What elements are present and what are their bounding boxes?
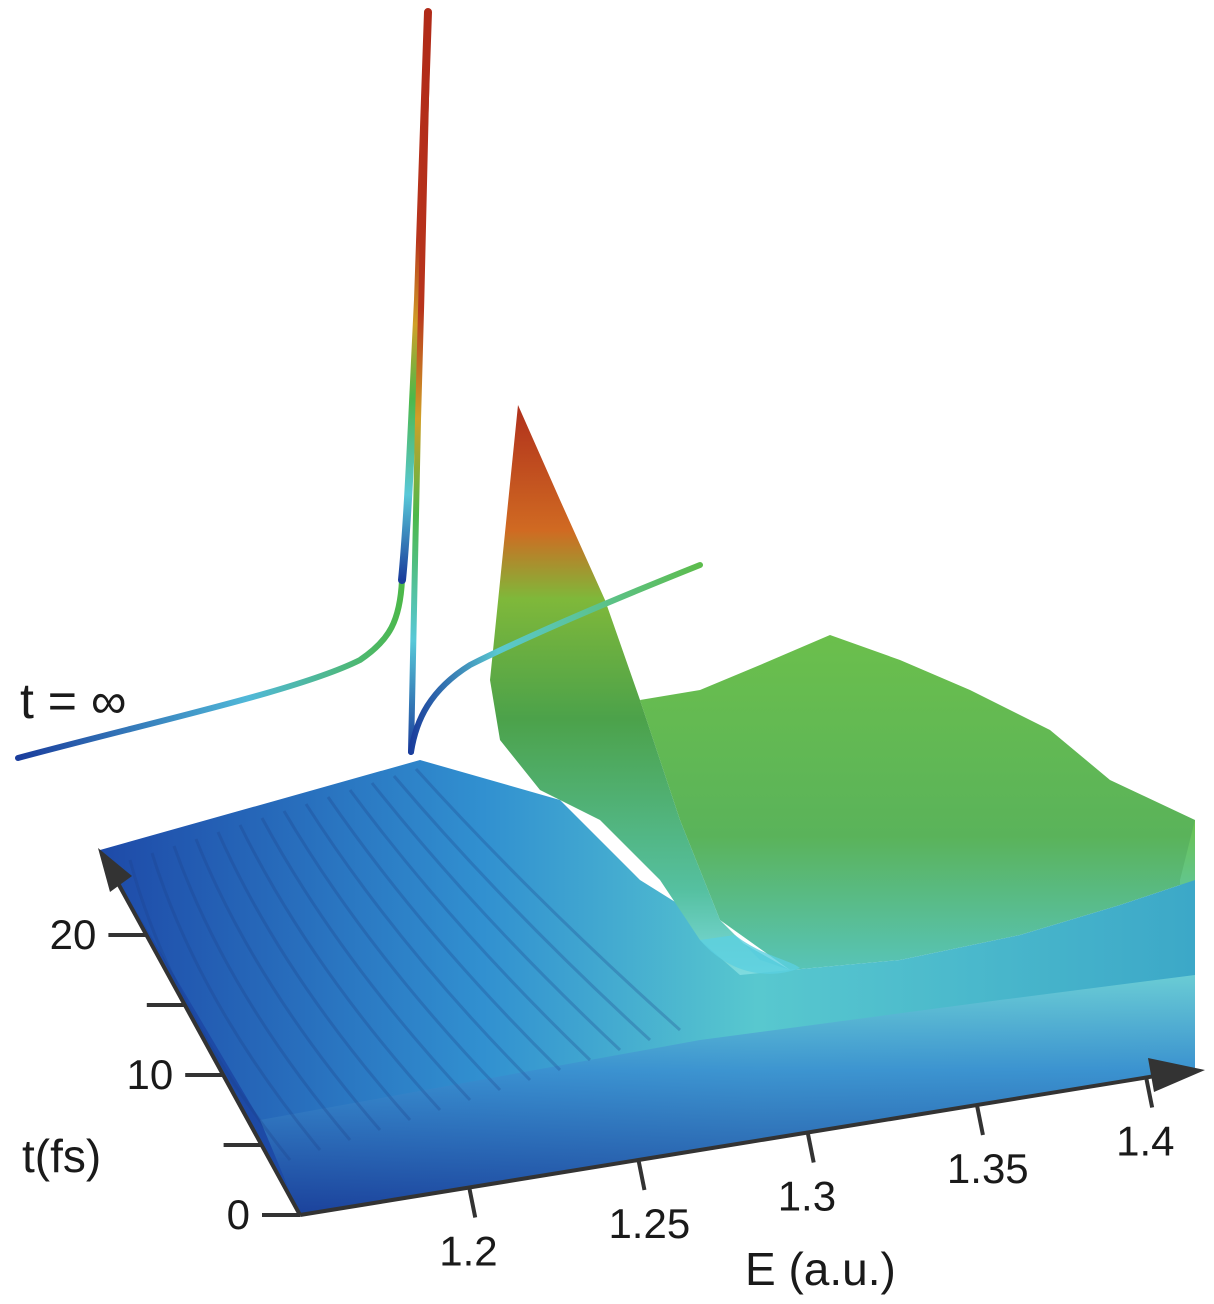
surface-front-face — [260, 975, 1195, 1215]
transient-peak — [490, 405, 790, 975]
peak-dip-shadow — [700, 935, 800, 974]
t-tick-label: 10 — [126, 1051, 173, 1098]
axes — [98, 848, 1205, 1217]
e-tick-label: 1.2 — [439, 1228, 497, 1275]
e-tick-mark — [636, 1159, 647, 1191]
e-axis-title: E (a.u.) — [745, 1243, 896, 1295]
ripple-line — [326, 796, 562, 1072]
e-tick-mark — [805, 1132, 816, 1163]
ripple-line — [238, 824, 442, 1112]
e-tick-label: 1.4 — [1116, 1118, 1174, 1165]
t-axis-line — [106, 864, 302, 1216]
ripple-line — [128, 859, 292, 1161]
ripple-line — [370, 782, 622, 1052]
ripple-lines — [128, 767, 681, 1161]
e-axis-arrow — [1148, 1058, 1205, 1092]
ripple-line — [414, 767, 681, 1032]
t-tick-label: 20 — [50, 911, 97, 958]
e-tick-mark — [974, 1104, 985, 1136]
t-axis-title: t(fs) — [22, 1130, 101, 1182]
e-axis-ticks: 1.2 1.25 1.3 1.35 1.4 — [439, 1077, 1175, 1275]
e-tick-mark — [467, 1187, 478, 1218]
ripple-line — [304, 803, 532, 1082]
limit-curve-left-tail — [15, 577, 405, 761]
t-axis-arrow — [98, 848, 132, 892]
limit-curve-label: t = ∞ — [20, 673, 127, 729]
ripple-line — [150, 852, 322, 1151]
limit-curve-right-tail — [408, 562, 703, 755]
t-tick-label: 0 — [227, 1191, 250, 1238]
ripple-line — [194, 838, 382, 1131]
t-axis-ticks: 0 10 20 — [50, 911, 300, 1238]
surface-layer — [100, 405, 1195, 1215]
ripple-line — [392, 775, 652, 1042]
ripple-line — [348, 789, 592, 1062]
ripple-line — [260, 817, 472, 1102]
e-tick-label: 1.3 — [778, 1173, 836, 1220]
e-tick-mark — [1144, 1077, 1155, 1108]
limit-curve — [15, 8, 703, 761]
ripple-line — [282, 810, 502, 1092]
ripple-line — [172, 845, 352, 1141]
e-tick-label: 1.25 — [608, 1200, 690, 1247]
ripple-line — [216, 831, 412, 1121]
e-axis-line — [299, 1070, 1181, 1217]
e-tick-label: 1.35 — [947, 1145, 1029, 1192]
plateau-surface — [640, 635, 1195, 970]
limit-curve-spike-down — [408, 9, 431, 755]
